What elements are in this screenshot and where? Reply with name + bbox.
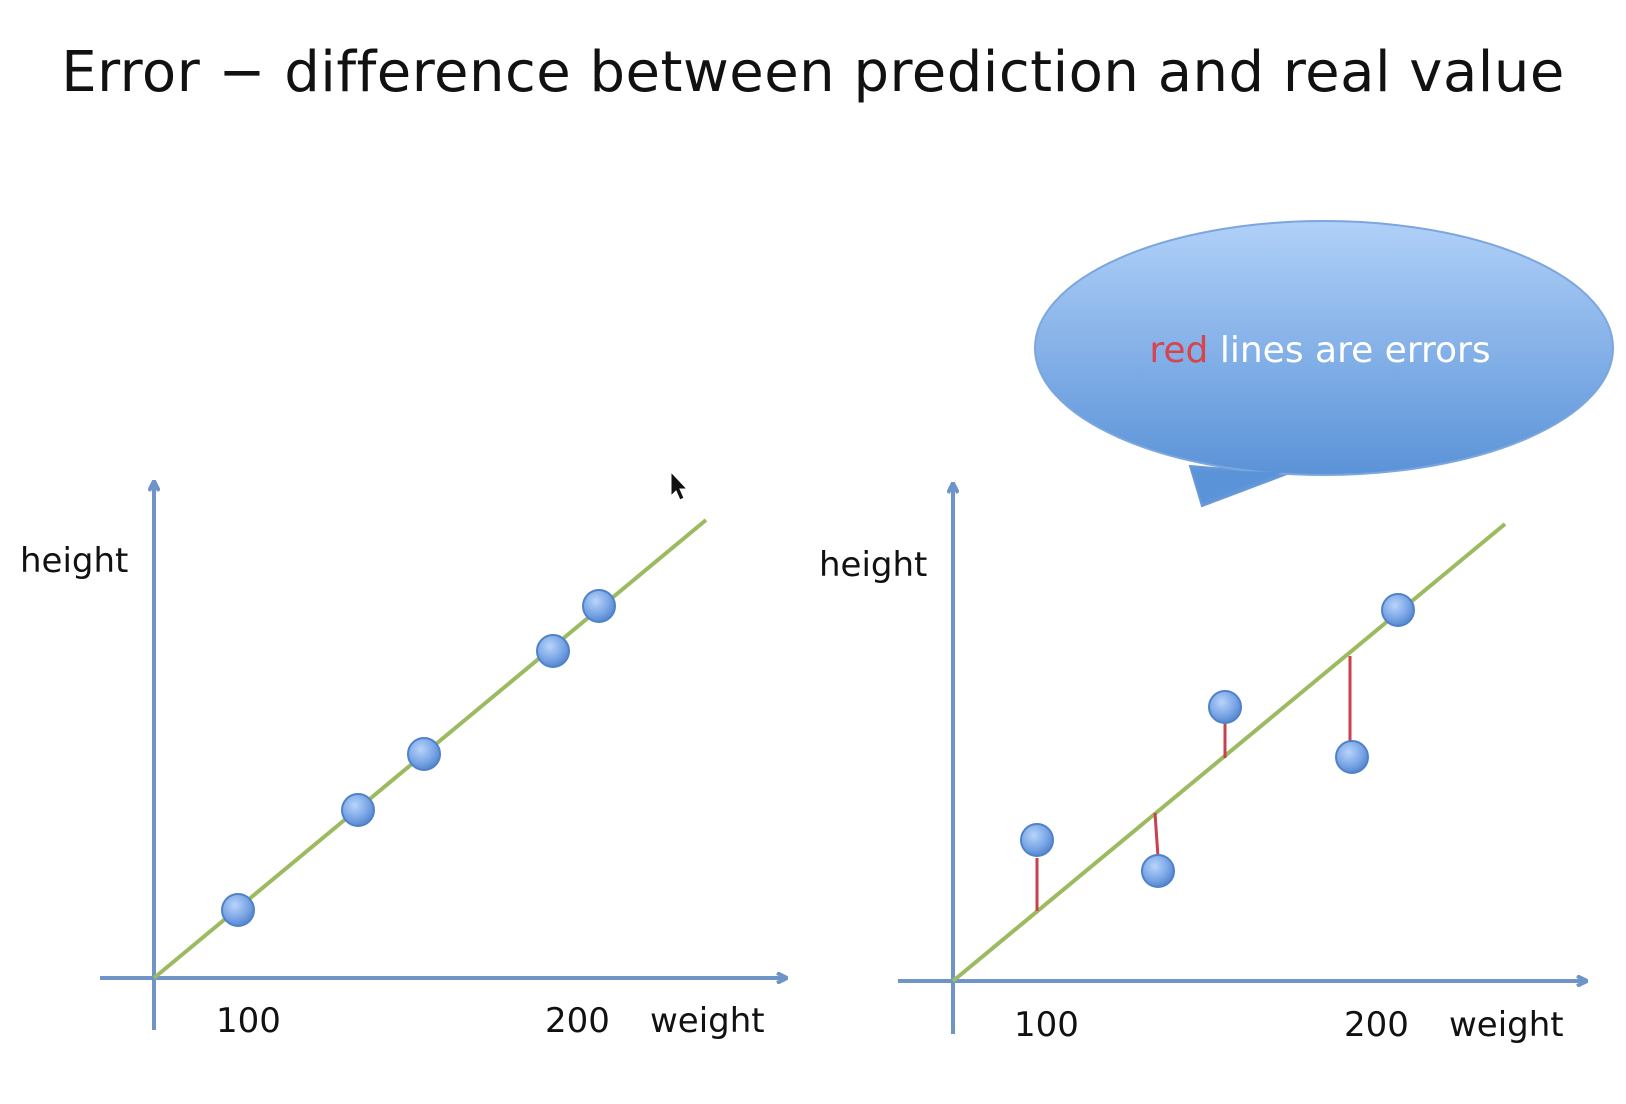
speech-bubble: [1034, 220, 1614, 508]
right-tick-200: 200: [1344, 1005, 1409, 1045]
data-point: [1020, 823, 1054, 857]
left-tick-100: 100: [216, 1001, 281, 1041]
callout-text: red lines are errors: [1030, 330, 1610, 371]
left-data-points: [221, 589, 616, 927]
data-point: [582, 589, 616, 623]
data-point: [1335, 740, 1369, 774]
right-y-label: height: [819, 545, 927, 585]
data-point: [536, 634, 570, 668]
data-point: [221, 893, 255, 927]
error-lines: [1035, 656, 1352, 911]
data-point: [341, 793, 375, 827]
data-point: [1208, 690, 1242, 724]
data-point: [1141, 854, 1175, 888]
mouse-pointer-icon: [670, 470, 689, 501]
speech-bubble-body: [1034, 220, 1614, 476]
callout-red-word: red: [1149, 330, 1209, 371]
left-tick-200: 200: [545, 1001, 610, 1041]
right-x-label: weight: [1449, 1005, 1564, 1045]
data-point: [407, 737, 441, 771]
slide-title: Error − difference between prediction an…: [61, 40, 1565, 105]
left-x-label: weight: [650, 1001, 765, 1041]
right-tick-100: 100: [1014, 1005, 1079, 1045]
left-chart: height 100 200 weight: [20, 482, 786, 1041]
error-line: [1153, 812, 1160, 858]
left-y-label: height: [20, 541, 128, 581]
callout-rest: lines are errors: [1208, 330, 1491, 371]
right-data-points: [1020, 593, 1415, 888]
right-fit-line: [951, 522, 1507, 983]
right-chart: height 100 200 weight: [819, 484, 1586, 1045]
data-point: [1381, 593, 1415, 627]
